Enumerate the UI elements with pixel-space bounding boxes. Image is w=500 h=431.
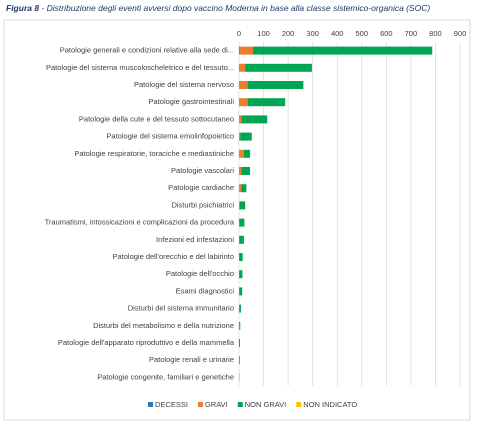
- y-tick-label: Patologie respiratorie, toraciche e medi…: [74, 149, 234, 158]
- bar-segment: [247, 81, 304, 89]
- y-tick-label: Patologie dell'orecchio e del labirinto: [112, 252, 234, 261]
- y-tick-label: Patologie renali e urinarie: [149, 355, 234, 364]
- bar-segment: [239, 253, 243, 261]
- bar-segment: [239, 149, 244, 158]
- bar-segment: [239, 167, 242, 175]
- x-tick-label: 400: [331, 29, 344, 38]
- figure-label: Figura 8: [6, 3, 39, 13]
- bar-segment: [239, 270, 243, 279]
- legend-swatch: [237, 402, 243, 407]
- y-tick-label: Patologie del sistema emolinfopoietico: [106, 132, 234, 141]
- bar-segment: [239, 63, 246, 72]
- bar-segment: [239, 304, 241, 313]
- y-tick-label: Disturbi psichiatrici: [171, 200, 234, 209]
- y-tick-label: Patologie dell'occhio: [166, 269, 234, 278]
- y-tick-label: Patologie gastrointestinali: [149, 97, 235, 106]
- y-tick-label: Patologie del sistema muscoloscheletrico…: [46, 63, 234, 72]
- bar-segment: [239, 115, 242, 124]
- bar-segment: [239, 184, 242, 193]
- bar-segment: [240, 132, 252, 141]
- title-text: - Distribuzione degli eventi avversi dop…: [41, 3, 430, 13]
- y-tick-label: Patologie della cute e del tessuto sotto…: [79, 114, 234, 123]
- x-tick-label: 300: [306, 29, 319, 38]
- x-tick-label: 0: [237, 29, 241, 38]
- x-tick-label: 900: [454, 29, 467, 38]
- bar-segment: [239, 321, 241, 330]
- bar-segment: [241, 115, 268, 124]
- legend-swatch: [148, 402, 153, 407]
- bar-segment: [239, 235, 244, 244]
- bar-segment: [239, 201, 246, 210]
- y-tick-label: Patologie dell'apparato riproduttivo e d…: [58, 338, 235, 347]
- y-tick-label: Patologie congenite, familiari e genetic…: [97, 372, 234, 381]
- y-tick-label: Patologie generali e condizioni relative…: [60, 46, 234, 55]
- bar-segment: [239, 46, 253, 55]
- bar-segment: [239, 287, 243, 296]
- y-tick-label: Traumatismi, intossicazioni e complicazi…: [45, 218, 235, 227]
- chart-frame: [3, 19, 471, 421]
- legend-label: GRAVI: [205, 400, 228, 409]
- y-tick-label: Disturbi del metabolismo e della nutrizi…: [93, 321, 234, 330]
- legend-swatch: [296, 402, 302, 407]
- bar-segment: [252, 46, 433, 55]
- x-tick-label: 600: [380, 29, 393, 38]
- y-tick-label: Patologie del sistema nervoso: [134, 80, 234, 89]
- y-tick-label: Esami diagnostici: [176, 286, 235, 295]
- y-tick-label: Infezioni ed infestazioni: [156, 235, 234, 244]
- x-tick-label: 200: [282, 29, 295, 38]
- bar-segment: [245, 63, 312, 72]
- y-tick-label: Patologie vascolari: [171, 166, 234, 175]
- bar-segment: [239, 132, 241, 141]
- x-tick-label: 100: [257, 29, 270, 38]
- chart-title: Figura 8 - Distribuzione degli eventi av…: [6, 3, 430, 13]
- x-tick-label: 800: [429, 29, 442, 38]
- bar-segment: [239, 98, 248, 107]
- y-tick-label: Patologie cardiache: [168, 183, 234, 192]
- bar-segment: [239, 81, 248, 89]
- legend-label: NON INDICATO: [303, 400, 357, 409]
- bar-segment: [243, 149, 251, 158]
- x-tick-label: 700: [405, 29, 418, 38]
- bar-segment: [247, 98, 286, 107]
- y-tick-label: Disturbi del sistema immunitario: [128, 304, 234, 313]
- bar-segment: [241, 184, 247, 193]
- legend-swatch: [197, 402, 203, 407]
- legend-label: NON GRAVI: [245, 400, 287, 409]
- bar-segment: [241, 167, 251, 175]
- bar-segment: [239, 201, 240, 210]
- bar-segment: [239, 356, 240, 365]
- bar-segment: [239, 218, 245, 227]
- legend-label: DECESSI: [155, 400, 188, 409]
- x-tick-label: 500: [356, 29, 369, 38]
- bar-segment: [239, 339, 240, 347]
